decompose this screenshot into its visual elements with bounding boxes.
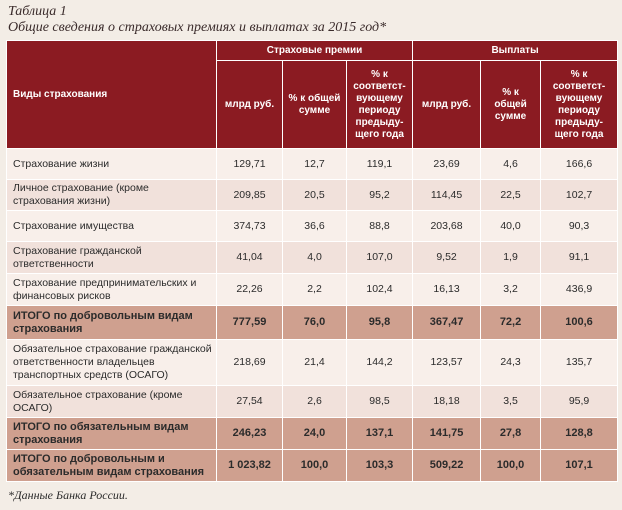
cell-value: 203,68 xyxy=(412,210,482,242)
header-premiums-prev: % к соответст-вующему периоду предыду-ще… xyxy=(345,60,414,149)
row-label: ИТОГО по обязательным видам страхования xyxy=(6,417,217,450)
cell-value: 95,9 xyxy=(540,385,619,418)
cell-value: 114,45 xyxy=(412,179,482,211)
cell-value: 436,9 xyxy=(540,273,619,306)
table-row: Обязательное страхование гражданской отв… xyxy=(6,339,619,386)
cell-value: 36,6 xyxy=(282,210,347,242)
row-label: Личное страхование (кроме страхования жи… xyxy=(6,179,217,211)
cell-value: 100,6 xyxy=(540,305,619,340)
cell-value: 24,0 xyxy=(282,417,347,450)
cell-value: 20,5 xyxy=(282,179,347,211)
cell-value: 102,4 xyxy=(345,273,414,306)
cell-value: 72,2 xyxy=(480,305,542,340)
cell-value: 90,3 xyxy=(540,210,619,242)
cell-value: 21,4 xyxy=(282,339,347,386)
row-label: Обязательное страхование (кроме ОСАГО) xyxy=(6,385,217,418)
cell-value: 141,75 xyxy=(412,417,482,450)
cell-value: 100,0 xyxy=(480,449,542,482)
cell-value: 100,0 xyxy=(282,449,347,482)
cell-value: 4,6 xyxy=(480,148,542,180)
cell-value: 27,54 xyxy=(216,385,283,418)
total-row: ИТОГО по добровольным и обязательным вид… xyxy=(6,449,619,482)
row-label: ИТОГО по добровольным и обязательным вид… xyxy=(6,449,217,482)
cell-value: 91,1 xyxy=(540,241,619,274)
cell-value: 107,0 xyxy=(345,241,414,274)
cell-value: 18,18 xyxy=(412,385,482,418)
cell-value: 102,7 xyxy=(540,179,619,211)
cell-value: 246,23 xyxy=(216,417,283,450)
row-label: Обязательное страхование гражданской отв… xyxy=(6,339,217,386)
cell-value: 218,69 xyxy=(216,339,283,386)
footnote: *Данные Банка России. xyxy=(8,488,128,502)
table-row: Страхование жизни 129,71 12,7 119,1 23,69 4,6… xyxy=(6,148,619,180)
cell-value: 777,59 xyxy=(216,305,283,340)
cell-value: 41,04 xyxy=(216,241,283,274)
cell-value: 144,2 xyxy=(345,339,414,386)
header-group-premiums: Страховые премии xyxy=(215,40,414,61)
header-payments-prev: % к соответст-вующему периоду предыду-ще… xyxy=(540,60,619,149)
header-kind: Виды страхования xyxy=(6,40,217,149)
cell-value: 103,3 xyxy=(345,449,414,482)
cell-value: 95,2 xyxy=(345,179,414,211)
header-premiums-share: % к общей сумме xyxy=(282,60,347,149)
cell-value: 166,6 xyxy=(540,148,619,180)
row-label: Страхование жизни xyxy=(6,148,217,180)
cell-value: 123,57 xyxy=(412,339,482,386)
header-group-payments: Выплаты xyxy=(412,40,619,61)
cell-value: 1,9 xyxy=(480,241,542,274)
cell-value: 3,2 xyxy=(480,273,542,306)
cell-value: 367,47 xyxy=(412,305,482,340)
table-row: Личное страхование (кроме страхования жи… xyxy=(6,179,619,211)
cell-value: 9,52 xyxy=(412,241,482,274)
row-label: Страхование имущества xyxy=(6,210,217,242)
cell-value: 24,3 xyxy=(480,339,542,386)
cell-value: 22,26 xyxy=(216,273,283,306)
cell-value: 95,8 xyxy=(345,305,414,340)
cell-value: 23,69 xyxy=(412,148,482,180)
cell-value: 135,7 xyxy=(540,339,619,386)
table-number: Таблица 1 xyxy=(8,4,67,19)
table-row: Страхование гражданской ответственности 4… xyxy=(6,241,619,274)
cell-value: 12,7 xyxy=(282,148,347,180)
cell-value: 1 023,82 xyxy=(216,449,283,482)
header-payments-share: % к общей сумме xyxy=(480,60,542,149)
cell-value: 40,0 xyxy=(480,210,542,242)
total-row: ИТОГО по добровольным видам страхования 7… xyxy=(6,305,619,340)
cell-value: 2,6 xyxy=(282,385,347,418)
cell-value: 119,1 xyxy=(345,148,414,180)
cell-value: 2,2 xyxy=(282,273,347,306)
table-caption: Таблица 1 Общие сведения о страховых пре… xyxy=(8,4,614,36)
cell-value: 16,13 xyxy=(412,273,482,306)
cell-value: 137,1 xyxy=(345,417,414,450)
table-row: Страхование предпринимательских и финанс… xyxy=(6,273,619,306)
cell-value: 3,5 xyxy=(480,385,542,418)
table-title: Общие сведения о страховых премиях и вып… xyxy=(8,20,387,35)
row-label: Страхование предпринимательских и финанс… xyxy=(6,273,217,306)
cell-value: 98,5 xyxy=(345,385,414,418)
insurance-table: Виды страхования Страховые премии Выплат… xyxy=(6,40,619,482)
cell-value: 509,22 xyxy=(412,449,482,482)
table-row: Обязательное страхование (кроме ОСАГО) 27… xyxy=(6,385,619,418)
total-row: ИТОГО по обязательным видам страхования 2… xyxy=(6,417,619,450)
row-label: ИТОГО по добровольным видам страхования xyxy=(6,305,217,340)
cell-value: 128,8 xyxy=(540,417,619,450)
cell-value: 107,1 xyxy=(540,449,619,482)
cell-value: 22,5 xyxy=(480,179,542,211)
cell-value: 4,0 xyxy=(282,241,347,274)
cell-value: 88,8 xyxy=(345,210,414,242)
cell-value: 209,85 xyxy=(216,179,283,211)
table-row: Страхование имущества 374,73 36,6 88,8 203,6… xyxy=(6,210,619,242)
cell-value: 374,73 xyxy=(216,210,283,242)
cell-value: 76,0 xyxy=(282,305,347,340)
header-premiums-bln: млрд руб. xyxy=(216,60,283,149)
cell-value: 129,71 xyxy=(216,148,283,180)
header-payments-bln: млрд руб. xyxy=(412,60,482,149)
cell-value: 27,8 xyxy=(480,417,542,450)
row-label: Страхование гражданской ответственности xyxy=(6,241,217,274)
